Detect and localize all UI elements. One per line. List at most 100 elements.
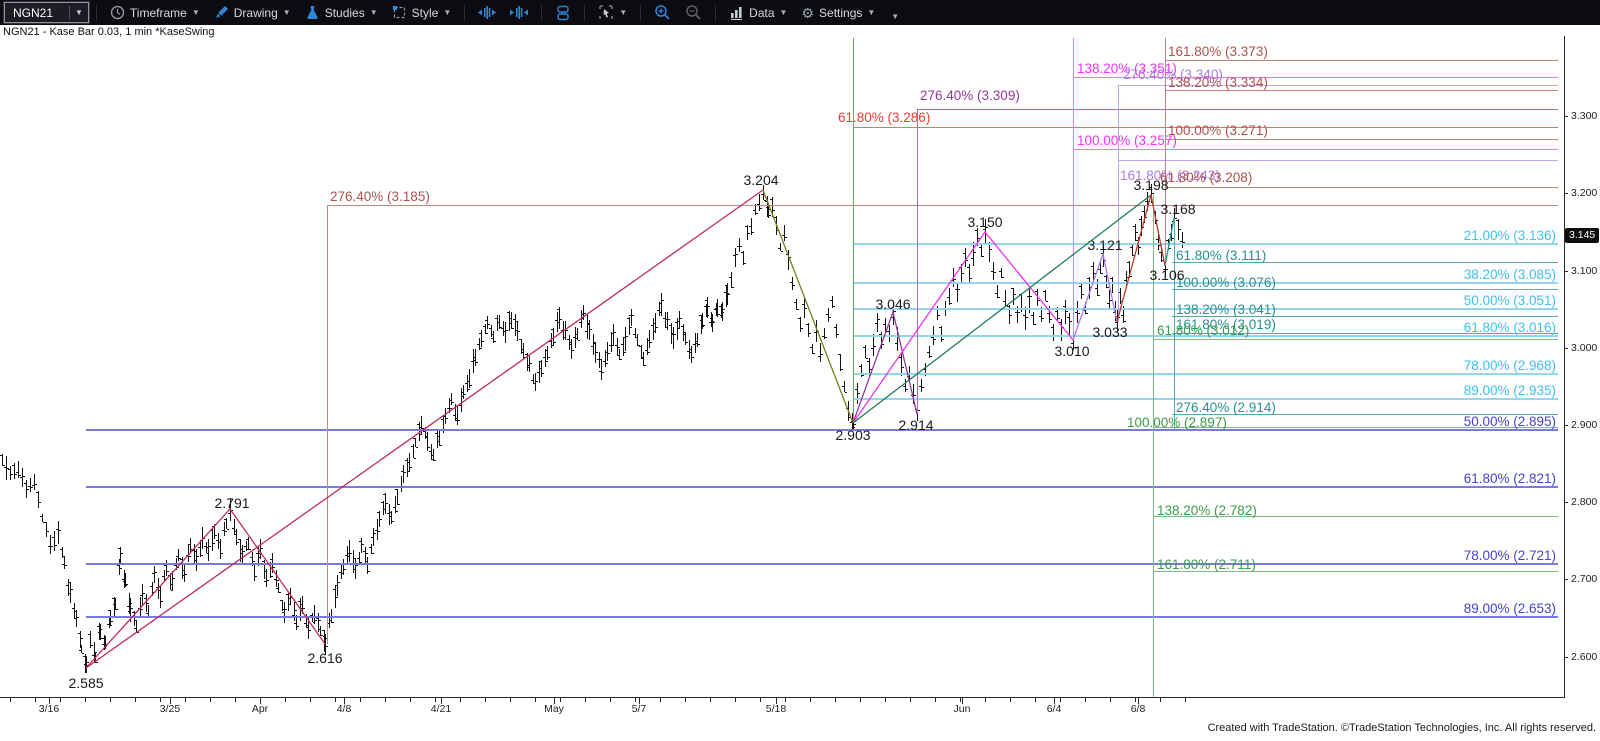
bar-open-tick (146, 613, 148, 614)
expand-bars-icon (510, 6, 529, 19)
symbol-input[interactable]: NGN21 ▼ (3, 1, 90, 24)
swing-value-label: 2.585 (68, 675, 104, 691)
toolbar-overflow-caret[interactable]: ▼ (891, 12, 900, 21)
time-axis-minor-tick (1135, 698, 1136, 702)
bar-close-tick (950, 303, 952, 304)
drawing-menu[interactable]: Drawing ▼ (208, 0, 297, 25)
fib-line[interactable] (1153, 427, 1558, 428)
settings-menu[interactable]: ⚙ Settings ▼ (795, 0, 881, 25)
bar-open-tick (955, 289, 957, 290)
fib-line[interactable] (853, 243, 1558, 245)
fib-line[interactable] (1172, 262, 1558, 263)
studies-menu[interactable]: Studies ▼ (299, 0, 384, 25)
fib-vertical-line[interactable] (853, 38, 854, 422)
fib-line[interactable] (1073, 77, 1558, 78)
bar-open-tick (814, 332, 816, 333)
price-bar (152, 582, 153, 597)
layout-button[interactable] (549, 0, 577, 25)
fib-line[interactable] (86, 429, 1558, 431)
fib-line[interactable] (1165, 90, 1558, 91)
bar-close-tick (566, 330, 568, 331)
timeframe-menu[interactable]: Timeframe ▼ (104, 0, 206, 25)
fib-line[interactable] (1153, 516, 1558, 517)
bar-close-tick (934, 339, 936, 340)
fib-line[interactable] (853, 373, 1558, 375)
bar-open-tick (152, 573, 154, 574)
fib-line[interactable] (1118, 85, 1558, 86)
bar-open-tick (605, 352, 607, 353)
fib-line[interactable] (917, 109, 1558, 110)
fib-vertical-line[interactable] (1165, 38, 1166, 266)
fib-line[interactable] (853, 127, 1558, 128)
fib-line[interactable] (1172, 414, 1558, 415)
fib-vertical-line[interactable] (1174, 218, 1175, 430)
bar-close-tick (1026, 317, 1028, 318)
bar-open-tick (794, 302, 796, 303)
fib-label: 38.20% (3.085) (1463, 267, 1556, 282)
bar-close-tick (662, 300, 664, 301)
zoom-in-button[interactable] (648, 0, 677, 25)
fib-line[interactable] (86, 486, 1558, 488)
fib-line[interactable] (1172, 289, 1558, 290)
bar-open-tick (515, 330, 517, 331)
price-bar (969, 264, 970, 284)
fib-line[interactable] (853, 282, 1558, 284)
price-axis-line[interactable] (1564, 36, 1565, 698)
bar-close-tick (829, 317, 831, 318)
fib-vertical-line[interactable] (1153, 195, 1154, 697)
fib-vertical-line[interactable] (1118, 85, 1119, 322)
price-bar (409, 453, 410, 471)
fib-line[interactable] (1172, 316, 1558, 317)
pointer-tool-button[interactable]: ▼ (592, 0, 633, 25)
bar-close-tick (1050, 319, 1052, 320)
bar-open-tick (413, 438, 415, 439)
fib-line[interactable] (86, 616, 1558, 618)
chart-title: NGN21 - Kase Bar 0.03, 1 min *KaseSwing (3, 26, 215, 38)
zoom-out-button[interactable] (679, 0, 708, 25)
bar-open-tick (282, 612, 284, 613)
fib-line[interactable] (1073, 149, 1558, 150)
fib-line[interactable] (1153, 339, 1558, 340)
compress-bars-button[interactable] (472, 0, 502, 25)
fib-line[interactable] (1165, 139, 1558, 140)
fib-vertical-line[interactable] (917, 109, 918, 414)
bar-open-tick (927, 352, 929, 353)
bar-open-tick (798, 318, 800, 319)
bar-open-tick (212, 526, 214, 527)
fib-line[interactable] (86, 563, 1558, 565)
fib-label: 276.40% (3.340) (1123, 67, 1223, 82)
fib-line[interactable] (853, 398, 1558, 400)
bar-open-tick (503, 331, 505, 332)
fib-line[interactable] (1165, 187, 1558, 188)
fib-line[interactable] (853, 335, 1558, 337)
fib-line[interactable] (1153, 571, 1558, 572)
fib-line[interactable] (1118, 160, 1558, 161)
bar-open-tick (693, 344, 695, 345)
bar-close-tick (777, 230, 779, 231)
bar-open-tick (537, 372, 539, 373)
bar-close-tick (708, 306, 710, 307)
fib-line[interactable] (853, 308, 1558, 310)
fib-line[interactable] (1165, 60, 1558, 61)
fib-label: 138.20% (2.782) (1157, 503, 1257, 518)
data-menu[interactable]: Data ▼ (723, 0, 793, 25)
bar-open-tick (665, 319, 667, 320)
fib-line[interactable] (1172, 333, 1558, 334)
bar-open-tick (286, 594, 288, 595)
style-menu[interactable]: Style ▼ (386, 0, 458, 25)
fib-line[interactable] (327, 205, 1558, 206)
bar-open-tick (176, 556, 178, 557)
price-bar (383, 500, 384, 516)
bar-open-tick (449, 400, 451, 401)
price-bar (655, 313, 656, 333)
bar-open-tick (381, 502, 383, 503)
bar-close-tick (686, 342, 688, 343)
expand-bars-button[interactable] (504, 0, 534, 25)
time-axis-line[interactable] (0, 697, 1565, 698)
fib-vertical-line[interactable] (327, 205, 328, 644)
bar-open-tick (507, 312, 509, 313)
price-axis-tick (1564, 657, 1568, 658)
price-bar (457, 405, 458, 426)
fib-vertical-line[interactable] (1073, 38, 1074, 340)
